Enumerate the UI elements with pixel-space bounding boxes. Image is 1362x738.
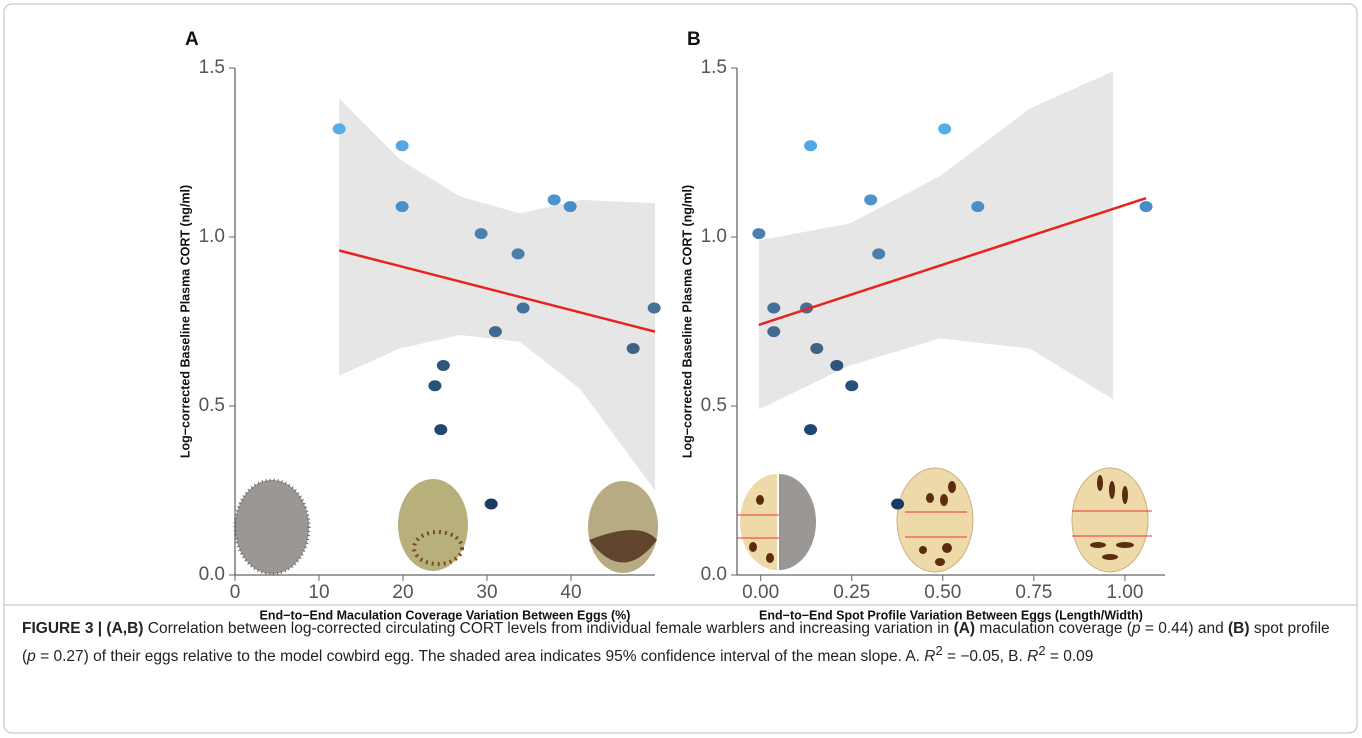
caption-text: = 0.44) and <box>1140 620 1229 637</box>
caption-text: (B) <box>1228 620 1250 637</box>
egg <box>235 480 309 574</box>
x-tick-label: 0.50 <box>924 582 961 603</box>
fit-line <box>758 196 1147 327</box>
caption-text: = 0.27) of their eggs relative to the mo… <box>35 648 925 666</box>
caption-text: p <box>27 648 36 666</box>
panel-label: A <box>185 29 199 50</box>
data-point <box>864 194 878 206</box>
data-point <box>804 140 818 152</box>
y-axis-title: Log−corrected Baseline Plasma CORT (ng/m… <box>680 185 694 458</box>
data-point <box>428 380 442 392</box>
data-point <box>434 424 448 436</box>
frame <box>3 3 1358 734</box>
y-tick-label: 1.5 <box>199 57 225 78</box>
egg-speckle <box>589 530 657 563</box>
data-point <box>938 123 952 135</box>
caption-text: Correlation between log-corrected circul… <box>143 620 954 637</box>
caption-text: 2 <box>935 643 943 658</box>
y-tick-label: 1.5 <box>701 57 727 78</box>
x-axis-title: End−to−End Maculation Coverage Variation… <box>260 608 631 622</box>
data-point <box>845 380 859 392</box>
data-point <box>626 343 640 355</box>
data-point <box>647 302 661 314</box>
data-point <box>767 326 781 338</box>
x-axis-title: End−to−End Spot Profile Variation Betwee… <box>759 608 1143 622</box>
caption-text: spot profile ( <box>22 620 1330 666</box>
egg <box>896 467 974 573</box>
caption-text: R <box>1027 648 1039 666</box>
x-tick-label: 0.00 <box>742 582 779 603</box>
y-tick-label: 1.0 <box>701 226 727 247</box>
data-point <box>436 359 450 371</box>
data-point <box>804 424 818 436</box>
caption-text: FIGURE 3 | (A,B) <box>22 620 144 637</box>
data-point <box>767 302 781 314</box>
y-tick-label: 1.0 <box>199 226 225 247</box>
data-point <box>830 359 844 371</box>
data-point <box>332 123 346 135</box>
data-point <box>516 302 530 314</box>
data-point <box>547 194 561 206</box>
x-tick-label: 40 <box>560 582 581 603</box>
egg <box>779 474 816 570</box>
data-point <box>474 228 488 240</box>
caption-text: = 0.09 <box>1045 648 1094 666</box>
x-tick-label: 30 <box>476 582 497 603</box>
y-axis-title: Log−corrected Baseline Plasma CORT (ng/m… <box>178 185 192 458</box>
data-point <box>395 201 409 213</box>
data-point <box>488 326 502 338</box>
data-point <box>484 498 498 510</box>
x-tick-label: 0.25 <box>833 582 870 603</box>
egg <box>398 479 468 571</box>
x-tick-label: 0.75 <box>1015 582 1052 603</box>
caption-text: = −0.05, B. <box>942 648 1028 666</box>
y-tick-label: 0.0 <box>701 564 727 585</box>
x-tick-label: 20 <box>392 582 413 603</box>
x-tick-label: 1.00 <box>1106 582 1143 603</box>
caption: FIGURE 3 | (A,B) Correlation between log… <box>22 618 1342 668</box>
panel-label: B <box>687 29 701 50</box>
egg-speckle <box>412 530 464 566</box>
data-point <box>1139 201 1153 213</box>
caption-text: 2 <box>1038 643 1046 658</box>
caption-text: maculation coverage ( <box>975 620 1132 637</box>
confidence-band <box>758 71 1113 410</box>
data-point <box>971 201 985 213</box>
egg-images <box>233 467 1152 576</box>
data-point <box>511 248 525 260</box>
x-tick-label: 10 <box>308 582 329 603</box>
data-point <box>810 343 824 355</box>
data-point <box>563 201 577 213</box>
caption-text: (A) <box>953 620 976 637</box>
data-point <box>891 498 905 510</box>
y-tick-label: 0.0 <box>199 564 225 585</box>
caption-text: p <box>1131 620 1141 637</box>
fit-line <box>338 249 656 333</box>
confidence-band <box>339 98 655 491</box>
y-tick-label: 0.5 <box>199 395 225 416</box>
y-tick-label: 0.5 <box>701 395 727 416</box>
data-point <box>752 228 766 240</box>
caption-text: R <box>924 648 936 666</box>
x-tick-label: 0 <box>230 582 241 603</box>
data-point <box>872 248 886 260</box>
data-point <box>395 140 409 152</box>
